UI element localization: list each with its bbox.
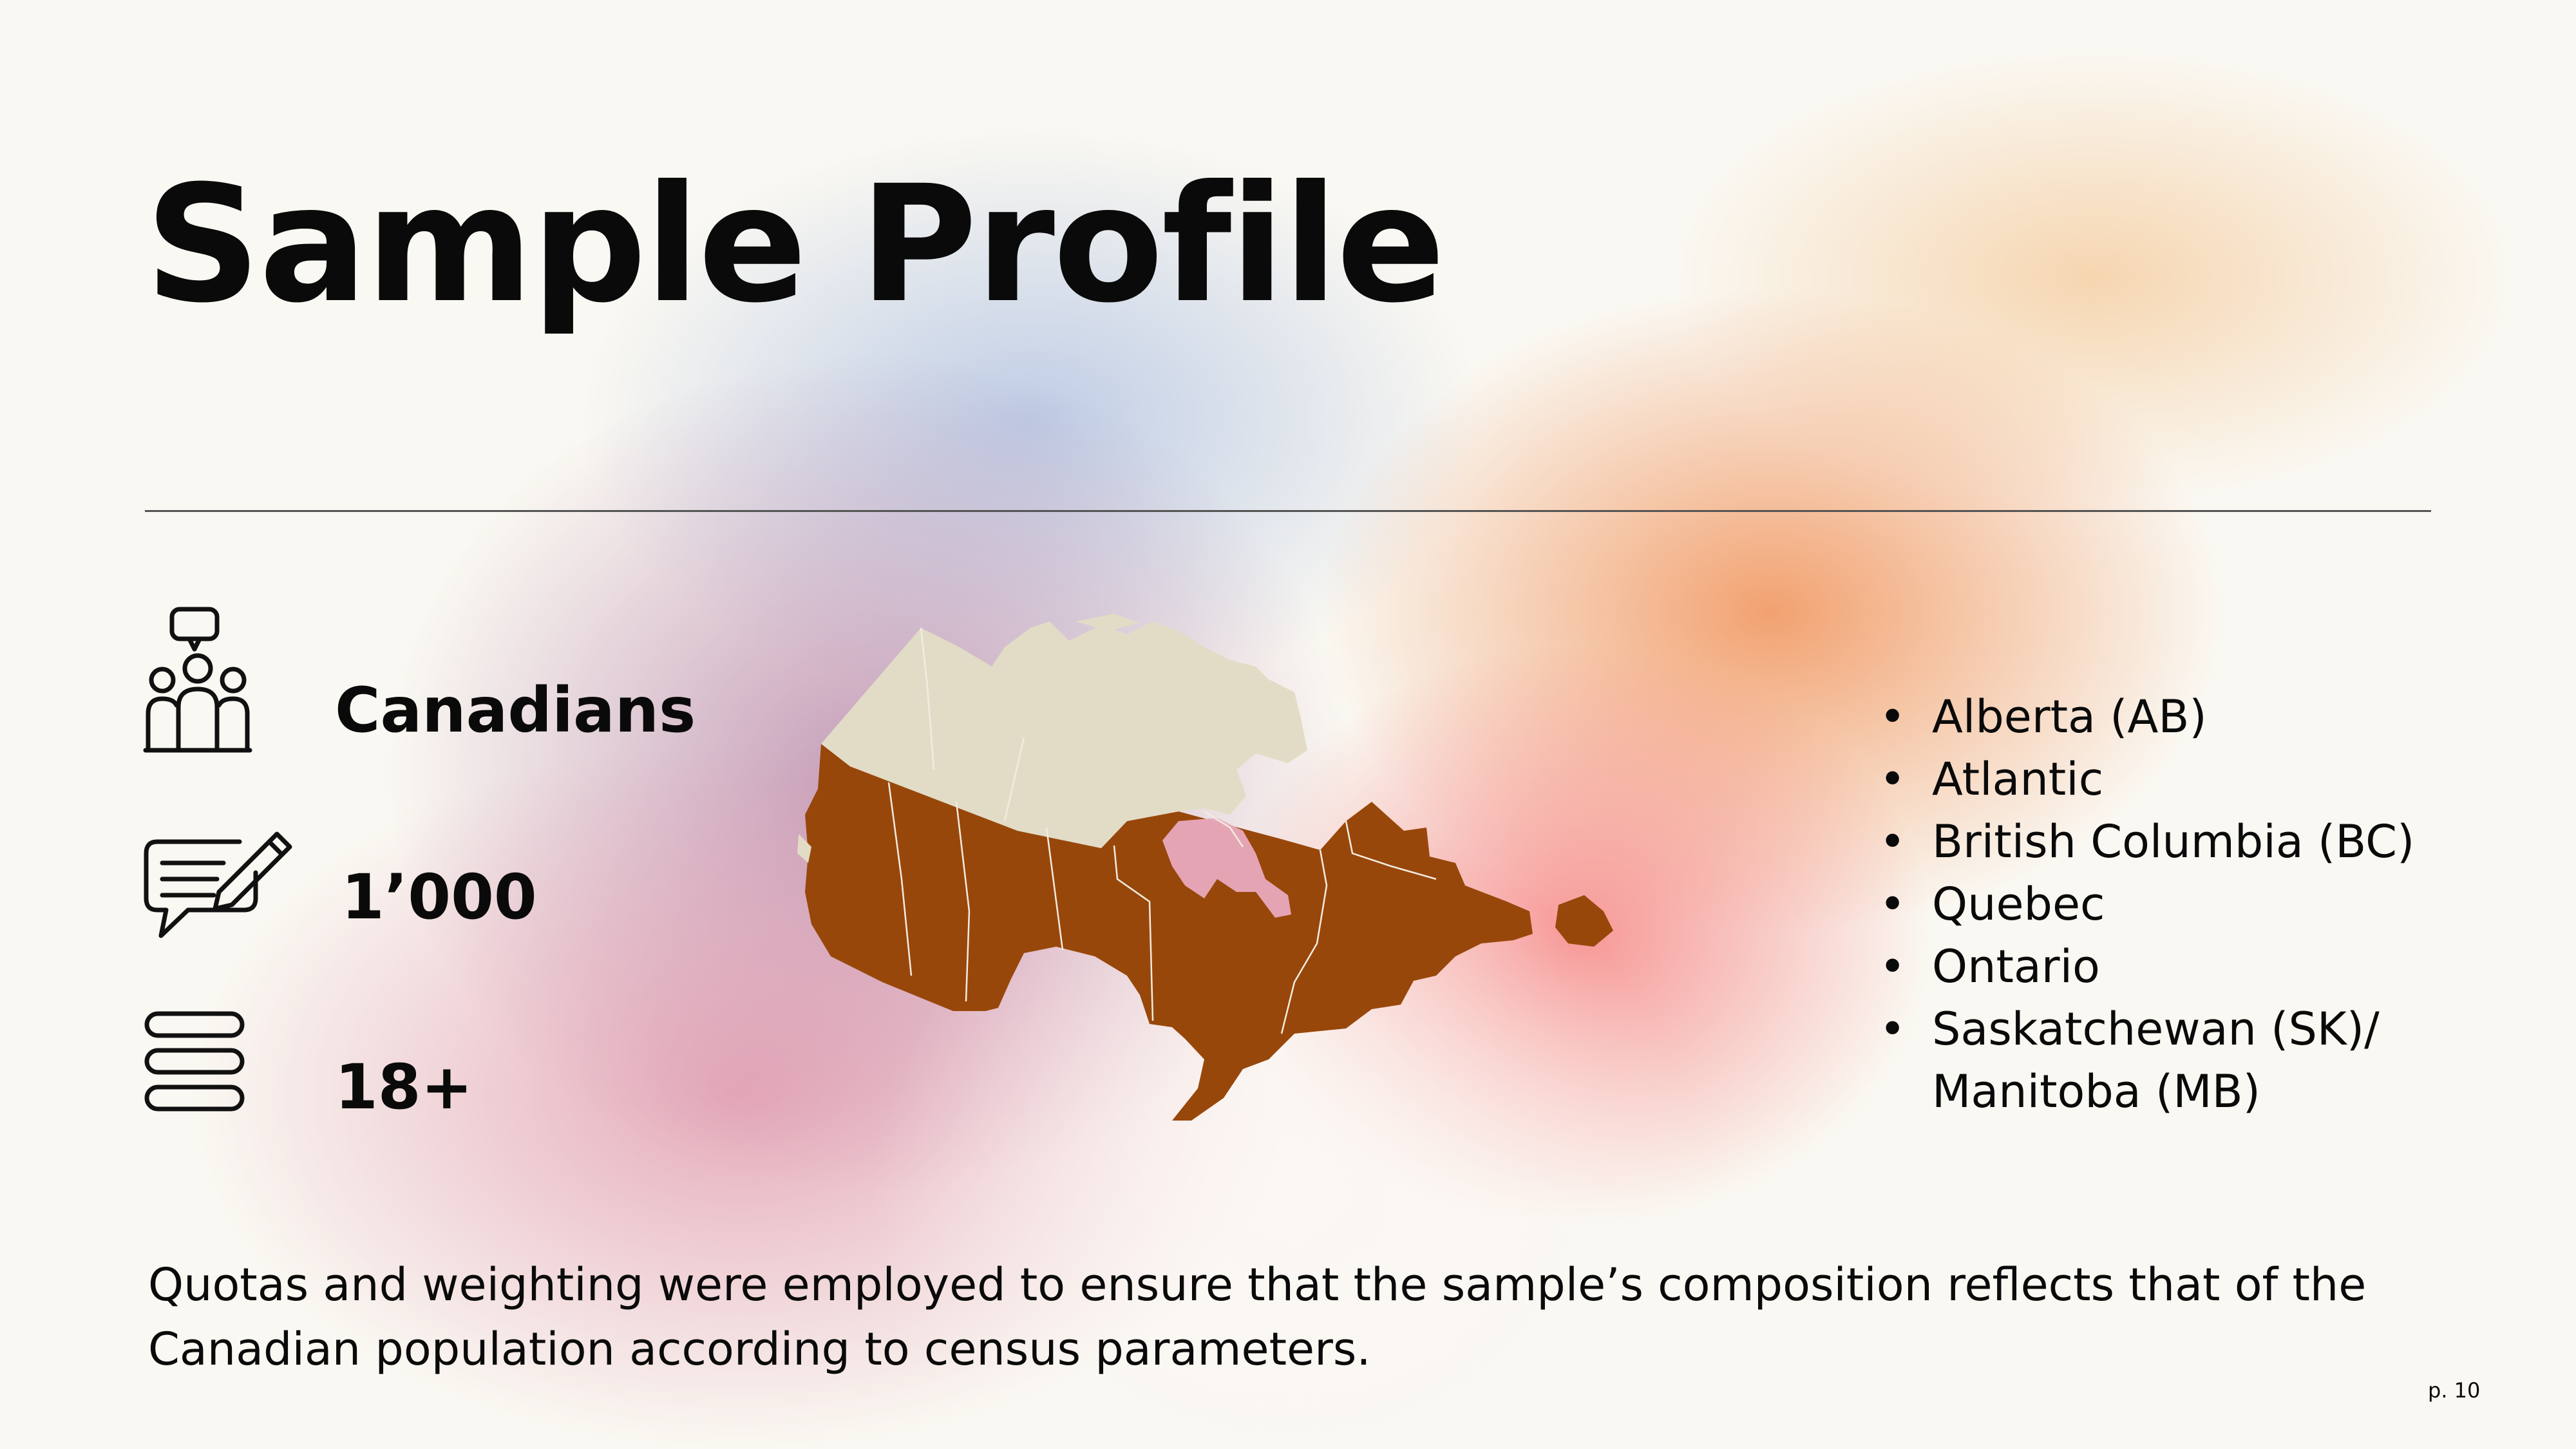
stat-age: 18+ bbox=[335, 1051, 473, 1123]
methodology-note: Quotas and weighting were employed to en… bbox=[148, 1258, 2367, 1376]
regions-list: Alberta (AB) Atlantic British Columbia (… bbox=[1868, 686, 2447, 1123]
title-divider bbox=[145, 510, 2431, 512]
list-item: Alberta (AB) bbox=[1868, 686, 2447, 748]
page-number: p. 10 bbox=[2428, 1378, 2481, 1403]
list-item: Atlantic bbox=[1868, 748, 2447, 811]
chat-pen-icon bbox=[143, 828, 298, 940]
canada-map-icon bbox=[792, 609, 1655, 1175]
people-discussion-icon bbox=[143, 605, 252, 753]
list-item: British Columbia (BC) bbox=[1868, 811, 2447, 873]
stacked-bars-icon bbox=[143, 1010, 246, 1113]
list-item: Ontario bbox=[1868, 936, 2447, 998]
list-item: Saskatchewan (SK)/ bbox=[1868, 998, 2447, 1061]
stat-audience: Canadians bbox=[335, 674, 696, 746]
page-title: Sample Profile bbox=[145, 151, 1445, 338]
list-item-continuation: Manitoba (MB) bbox=[1932, 1065, 2260, 1118]
list-item: Quebec bbox=[1868, 873, 2447, 936]
stat-sample-size: 1’000 bbox=[341, 861, 537, 933]
